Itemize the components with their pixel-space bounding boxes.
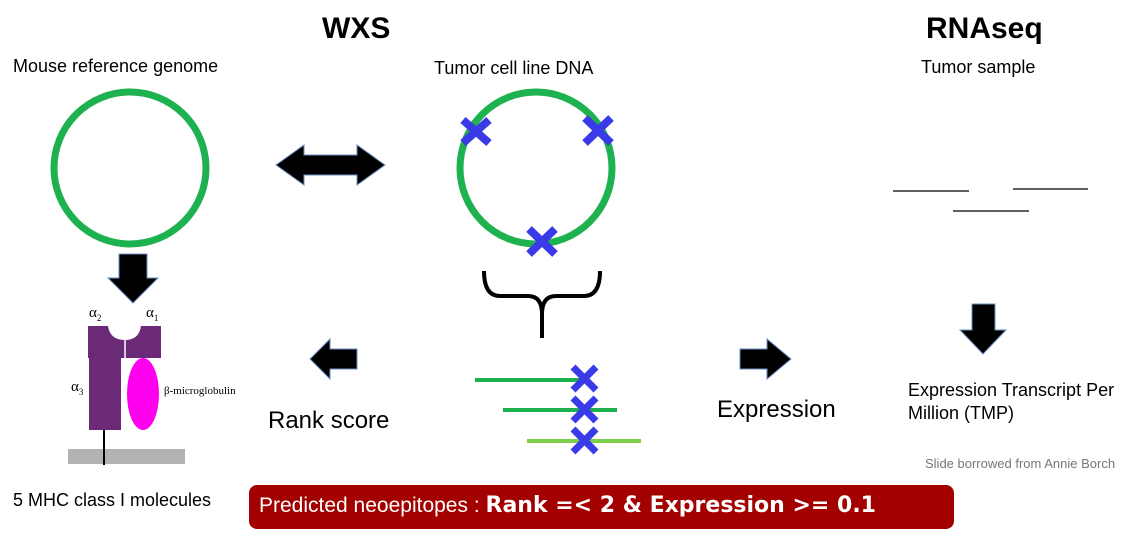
banner-text: Predicted neoepitopes : Rank =< 2 & Expr…	[259, 493, 876, 518]
expression-tmp-label-line1: Expression Transcript Per	[908, 380, 1115, 400]
banner-criteria: Rank =< 2 & Expression >= 0.1	[485, 493, 876, 518]
mutation-cross-icon	[570, 364, 599, 393]
reference-genome-circle	[50, 88, 210, 248]
expression-tmp-label-line2: Million (TMP)	[908, 403, 1014, 423]
alpha1-label: α1	[146, 305, 159, 323]
brace-icon	[482, 270, 602, 338]
tumor-cell-line-dna-label: Tumor cell line DNA	[434, 58, 594, 78]
predicted-neoepitopes-banner: Predicted neoepitopes : Rank =< 2 & Expr…	[249, 485, 954, 529]
beta-microglobulin-label: β-microglobulin	[164, 385, 236, 397]
alpha2-label: α2	[89, 305, 102, 323]
down-arrow-icon	[106, 253, 160, 304]
mutation-cross-icon	[526, 226, 558, 257]
credit-label: Slide borrowed from Annie Borch	[925, 456, 1116, 471]
down-arrow-icon	[958, 303, 1008, 355]
tumor-dna-circle	[456, 88, 616, 248]
rnaseq-heading: RNAseq	[926, 12, 1043, 45]
mutation-cross-icon	[460, 117, 492, 146]
wxs-heading: WXS	[322, 12, 391, 45]
mhc-molecules-label: 5 MHC class I molecules	[13, 490, 212, 510]
mutation-cross-icon	[570, 395, 599, 424]
compare-double-arrow	[275, 144, 386, 186]
mutation-cross-icon	[582, 115, 614, 146]
banner-prefix: Predicted neoepitopes :	[259, 494, 486, 517]
mouse-reference-genome-label: Mouse reference genome	[13, 56, 219, 76]
mutation-cross-icon	[570, 426, 599, 455]
alpha3-domain	[89, 357, 121, 430]
membrane	[68, 449, 185, 464]
left-arrow-icon	[309, 337, 358, 381]
right-arrow-icon	[739, 337, 792, 381]
rank-score-label: Rank score	[268, 407, 390, 434]
alpha3-label: α3	[71, 379, 84, 397]
beta-microglobulin-shape	[127, 358, 159, 430]
tumor-sample-label: Tumor sample	[921, 57, 1036, 77]
mhc-molecule-illustration	[68, 326, 185, 465]
expression-label: Expression	[717, 396, 836, 423]
